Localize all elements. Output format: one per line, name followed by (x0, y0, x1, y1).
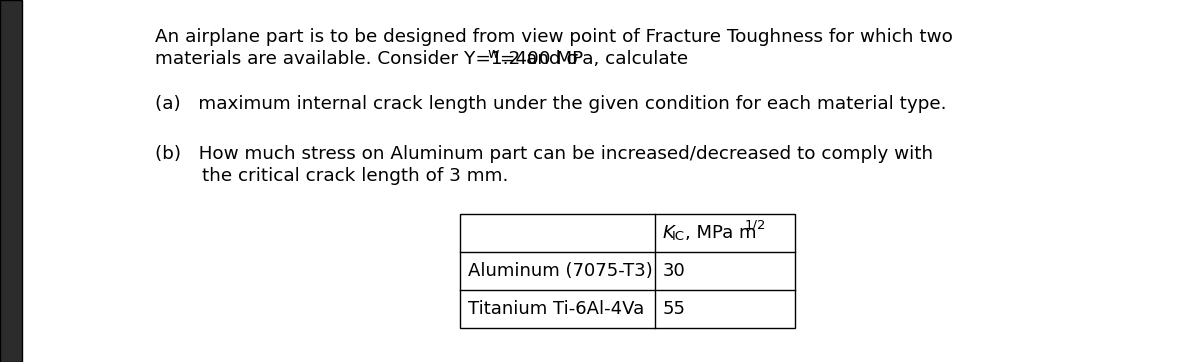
Text: 30: 30 (662, 262, 685, 280)
Text: the critical crack length of 3 mm.: the critical crack length of 3 mm. (155, 167, 509, 185)
Text: w: w (487, 47, 499, 61)
Text: IC: IC (672, 231, 685, 244)
Text: Aluminum (7075-T3): Aluminum (7075-T3) (468, 262, 653, 280)
Text: 1/2: 1/2 (745, 219, 767, 232)
Text: 55: 55 (662, 300, 686, 318)
Bar (460, 214, 796, 328)
Text: An airplane part is to be designed from view point of Fracture Toughness for whi: An airplane part is to be designed from … (155, 28, 953, 46)
Text: materials are available. Consider Y=1.2 and σ: materials are available. Consider Y=1.2 … (155, 50, 578, 68)
Text: (a)   maximum internal crack length under the given condition for each material : (a) maximum internal crack length under … (155, 95, 947, 113)
Text: , MPa m: , MPa m (685, 224, 756, 242)
Text: =400 MPa, calculate: =400 MPa, calculate (493, 50, 688, 68)
Text: Titanium Ti-6Al-4Va: Titanium Ti-6Al-4Va (468, 300, 644, 318)
Text: K: K (662, 224, 674, 242)
Text: (b)   How much stress on Aluminum part can be increased/decreased to comply with: (b) How much stress on Aluminum part can… (155, 145, 934, 163)
